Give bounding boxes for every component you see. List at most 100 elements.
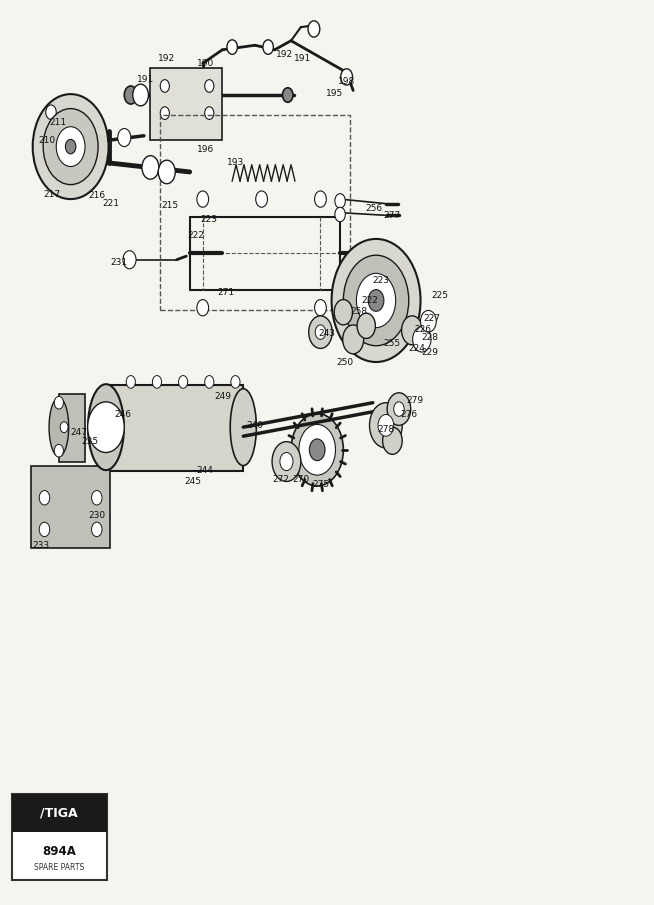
Text: 222: 222 xyxy=(188,231,205,240)
Text: 278: 278 xyxy=(377,425,394,434)
Text: 190: 190 xyxy=(198,59,215,68)
Text: 279: 279 xyxy=(407,395,424,405)
Circle shape xyxy=(334,300,353,325)
Circle shape xyxy=(341,69,353,85)
Text: 275: 275 xyxy=(312,480,329,489)
Bar xyxy=(12,794,107,833)
Text: 222: 222 xyxy=(362,296,379,305)
Text: 210: 210 xyxy=(39,136,56,145)
Text: 245: 245 xyxy=(184,477,201,486)
Circle shape xyxy=(197,191,209,207)
Bar xyxy=(150,68,222,140)
Text: 229: 229 xyxy=(422,348,439,357)
Text: SPARE PARTS: SPARE PARTS xyxy=(34,863,84,872)
Text: 243: 243 xyxy=(318,329,336,338)
Circle shape xyxy=(33,94,109,199)
Circle shape xyxy=(126,376,135,388)
Circle shape xyxy=(54,396,63,409)
Text: 227: 227 xyxy=(423,314,440,323)
Circle shape xyxy=(231,376,240,388)
Text: /TIGA: /TIGA xyxy=(41,806,78,819)
Circle shape xyxy=(124,86,137,104)
Text: 226: 226 xyxy=(414,325,431,334)
Text: 216: 216 xyxy=(88,191,105,200)
Circle shape xyxy=(370,403,402,448)
Text: 250: 250 xyxy=(337,357,354,367)
Circle shape xyxy=(394,402,404,416)
Circle shape xyxy=(402,316,422,345)
Circle shape xyxy=(272,442,301,481)
Bar xyxy=(106,385,243,471)
Text: 211: 211 xyxy=(49,118,66,127)
Circle shape xyxy=(88,402,124,452)
Circle shape xyxy=(56,127,85,167)
Text: 223: 223 xyxy=(201,214,218,224)
Circle shape xyxy=(335,207,345,222)
Circle shape xyxy=(39,491,50,505)
Text: 255: 255 xyxy=(384,339,401,348)
Circle shape xyxy=(46,105,56,119)
Circle shape xyxy=(227,40,237,54)
Text: 270: 270 xyxy=(292,475,309,484)
Text: 221: 221 xyxy=(103,199,120,208)
Text: 240: 240 xyxy=(247,421,264,430)
Circle shape xyxy=(152,376,162,388)
Circle shape xyxy=(179,376,188,388)
Circle shape xyxy=(413,327,431,352)
Bar xyxy=(12,794,107,880)
Text: 223: 223 xyxy=(373,276,390,285)
Circle shape xyxy=(383,427,402,454)
Text: 195: 195 xyxy=(326,89,343,98)
Circle shape xyxy=(343,325,364,354)
Circle shape xyxy=(299,424,336,475)
Circle shape xyxy=(357,313,375,338)
Circle shape xyxy=(160,80,169,92)
Ellipse shape xyxy=(88,384,124,471)
Text: 230: 230 xyxy=(88,511,105,520)
Circle shape xyxy=(133,84,148,106)
Text: 258: 258 xyxy=(351,307,368,316)
Circle shape xyxy=(387,393,411,425)
Circle shape xyxy=(332,239,421,362)
Circle shape xyxy=(343,255,409,346)
Circle shape xyxy=(378,414,394,436)
Circle shape xyxy=(291,414,343,486)
Bar xyxy=(31,466,110,548)
Text: 193: 193 xyxy=(227,158,244,167)
Circle shape xyxy=(205,80,214,92)
Circle shape xyxy=(263,40,273,54)
Text: 191: 191 xyxy=(137,75,154,84)
Text: 215: 215 xyxy=(162,201,179,210)
Text: 235: 235 xyxy=(82,437,99,446)
Text: 246: 246 xyxy=(114,410,131,419)
Text: 276: 276 xyxy=(400,410,417,419)
Text: 225: 225 xyxy=(431,291,448,300)
Circle shape xyxy=(92,522,102,537)
Text: 217: 217 xyxy=(44,190,61,199)
Text: 256: 256 xyxy=(366,204,383,213)
Circle shape xyxy=(283,88,293,102)
Text: 277: 277 xyxy=(384,211,401,220)
Text: 191: 191 xyxy=(294,54,311,63)
Circle shape xyxy=(335,194,345,208)
Circle shape xyxy=(160,107,169,119)
Text: 894A: 894A xyxy=(43,844,76,858)
Text: 198: 198 xyxy=(338,77,355,86)
Circle shape xyxy=(256,191,267,207)
Text: 231: 231 xyxy=(111,258,128,267)
Circle shape xyxy=(158,160,175,184)
Ellipse shape xyxy=(230,388,256,465)
Circle shape xyxy=(123,251,136,269)
Text: 247: 247 xyxy=(70,428,87,437)
Text: 244: 244 xyxy=(196,466,213,475)
Circle shape xyxy=(421,310,436,332)
Circle shape xyxy=(65,139,76,154)
Circle shape xyxy=(356,273,396,328)
Circle shape xyxy=(205,107,214,119)
Circle shape xyxy=(315,300,326,316)
Ellipse shape xyxy=(49,397,69,457)
Text: 271: 271 xyxy=(217,288,234,297)
Text: 228: 228 xyxy=(422,333,439,342)
Circle shape xyxy=(60,422,68,433)
Text: 233: 233 xyxy=(33,541,50,550)
